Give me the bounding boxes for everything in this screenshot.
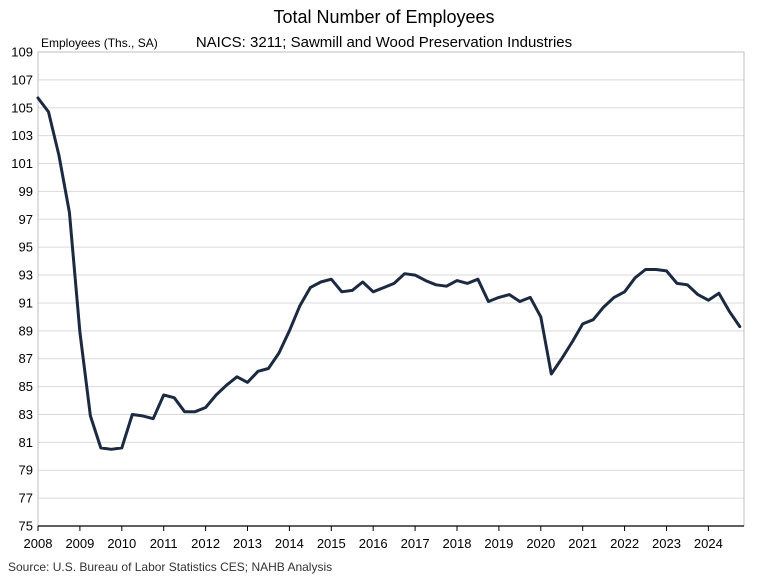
x-tick-label: 2016 xyxy=(359,536,388,551)
x-tick-label: 2013 xyxy=(233,536,262,551)
y-tick-label: 79 xyxy=(19,463,33,478)
x-tick-label: 2011 xyxy=(150,536,178,551)
y-axis-label: Employees (Ths., SA) xyxy=(41,36,158,50)
y-tick-label: 83 xyxy=(19,407,33,422)
y-tick-label: 99 xyxy=(19,184,33,199)
x-tick-label: 2022 xyxy=(610,536,639,551)
x-tick-label: 2017 xyxy=(401,536,430,551)
series-group xyxy=(36,96,742,451)
x-tick-label: 2021 xyxy=(568,536,597,551)
x-tick-label: 2023 xyxy=(652,536,681,551)
x-tick-label: 2014 xyxy=(275,536,304,551)
x-tick-label: 2020 xyxy=(526,536,555,551)
plot-area xyxy=(37,51,745,527)
y-tick-label: 95 xyxy=(19,240,33,255)
y-tick-label: 93 xyxy=(19,268,33,283)
y-tick-label: 109 xyxy=(11,45,33,60)
y-tick-label: 97 xyxy=(19,212,33,227)
y-tick-label: 105 xyxy=(11,100,33,115)
x-tick-label: 2008 xyxy=(24,536,53,551)
x-tick-label: 2019 xyxy=(484,536,513,551)
x-tick-label: 2024 xyxy=(694,536,723,551)
y-tick-label: 81 xyxy=(19,435,33,450)
x-tick-label: 2015 xyxy=(317,536,346,551)
y-axis-ticks: 75 77 79 81 83 85 87 89 91 93 95 97 99 101 103 105 107 10… xyxy=(11,45,33,534)
y-tick-label: 101 xyxy=(11,156,33,171)
x-tick-label: 2012 xyxy=(191,536,220,551)
series-line xyxy=(36,96,742,451)
chart-subtitle: NAICS: 3211; Sawmill and Wood Preservati… xyxy=(196,34,572,51)
source-note: Source: U.S. Bureau of Labor Statistics … xyxy=(8,560,332,574)
gridlines xyxy=(38,79,744,499)
x-axis-ticks: 2008 2009 2010 2011 2012 2013 2014 2015 2016 2017… xyxy=(24,526,723,551)
y-tick-label: 87 xyxy=(19,351,33,366)
y-tick-label: 89 xyxy=(19,323,33,338)
x-tick-label: 2018 xyxy=(443,536,472,551)
y-tick-label: 91 xyxy=(19,295,33,310)
chart-title: Total Number of Employees xyxy=(273,7,494,27)
y-tick-label: 107 xyxy=(11,72,33,87)
x-tick-label: 2009 xyxy=(65,536,94,551)
x-tick-label: 2010 xyxy=(107,536,136,551)
y-tick-label: 77 xyxy=(19,491,33,506)
y-tick-label: 75 xyxy=(19,519,33,534)
y-tick-label: 103 xyxy=(11,128,33,143)
y-tick-label: 85 xyxy=(19,379,33,394)
